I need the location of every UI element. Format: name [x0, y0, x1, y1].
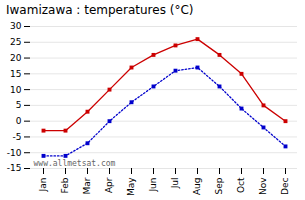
svg-text:Sep: Sep [214, 177, 224, 194]
svg-text:May: May [126, 177, 136, 196]
svg-text:5: 5 [16, 100, 22, 110]
svg-text:Dec: Dec [280, 177, 290, 194]
svg-text:Jan: Jan [38, 178, 48, 193]
svg-text:10: 10 [10, 84, 22, 94]
svg-text:0: 0 [16, 116, 22, 126]
svg-text:Oct: Oct [236, 177, 246, 193]
svg-text:Mar: Mar [82, 177, 92, 194]
svg-text:-15: -15 [7, 163, 22, 173]
svg-text:30: 30 [10, 21, 22, 31]
svg-text:15: 15 [10, 69, 21, 79]
svg-text:Jul: Jul [170, 178, 180, 190]
svg-text:Apr: Apr [104, 177, 114, 193]
svg-text:20: 20 [10, 53, 22, 63]
svg-text:Feb: Feb [60, 177, 70, 193]
svg-text:Aug: Aug [192, 178, 202, 196]
svg-text:Jun: Jun [148, 178, 158, 193]
svg-text:25: 25 [10, 37, 21, 47]
svg-text:www.allmetsat.com: www.allmetsat.com [34, 159, 116, 168]
svg-text:Nov: Nov [258, 177, 268, 195]
html-text:Iwamizawa : temperatures (°C): Iwamizawa : temperatures (°C) [6, 3, 194, 17]
svg-text:-5: -5 [13, 132, 22, 142]
svg-text:-10: -10 [7, 148, 22, 158]
